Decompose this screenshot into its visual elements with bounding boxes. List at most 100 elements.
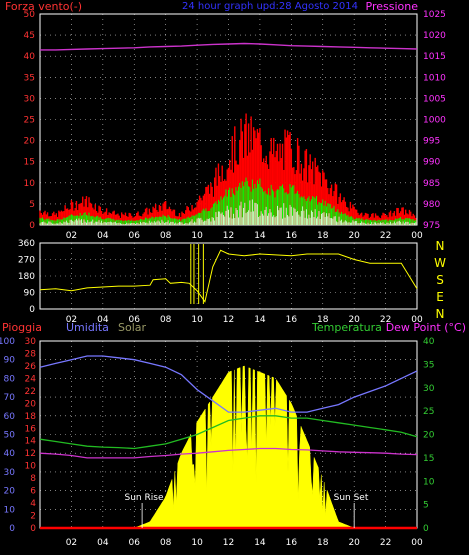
y-tick-label-left: 5 — [29, 200, 35, 210]
x-tick-label: 08 — [160, 231, 172, 241]
y-tick-label-dew: 35 — [423, 360, 434, 370]
y-tick-label-direction: 0 — [29, 305, 35, 315]
x-tick-label: 04 — [97, 315, 109, 325]
x-tick-label: 10 — [191, 538, 203, 548]
humidity-temperature-panel: 0102030405060708090100024681012141618202… — [0, 337, 435, 548]
sunrise-label: Sun Rise — [125, 493, 164, 503]
pressure-axis-label: Pressione — [366, 0, 419, 13]
y-tick-label-right: 1005 — [423, 94, 446, 104]
x-tick-label: 12 — [223, 538, 234, 548]
y-tick-label-left: 45 — [24, 31, 35, 41]
y-tick-label-temp: 2 — [30, 512, 36, 522]
y-tick-label-dew: 5 — [423, 501, 429, 511]
y-tick-label-dew: 0 — [423, 524, 429, 534]
y-tick-label-temp: 28 — [25, 349, 37, 359]
legend-umidita: Umidita — [66, 321, 109, 334]
temperature-line — [39, 415, 418, 450]
y-tick-label-temp: 20 — [25, 399, 37, 409]
y-tick-label-humidity: 30 — [4, 468, 16, 478]
chart-title: 24 hour graph upd:28 Agosto 2014 — [182, 1, 358, 12]
y-tick-label-humidity: 80 — [4, 374, 16, 384]
legend-pioggia: Pioggia — [2, 321, 42, 334]
x-tick-label: 00 — [411, 538, 423, 548]
direction-label-s: S — [436, 273, 444, 287]
y-tick-label-direction: 360 — [18, 239, 35, 249]
y-tick-label-left: 15 — [24, 158, 35, 168]
y-tick-label-humidity: 10 — [4, 505, 16, 515]
y-tick-label-temp: 22 — [25, 387, 36, 397]
y-tick-label-dew: 20 — [423, 431, 435, 441]
x-tick-label: 14 — [254, 538, 266, 548]
y-tick-label-right: 975 — [423, 221, 440, 231]
y-tick-label-direction: 270 — [18, 256, 35, 266]
y-tick-label-humidity: 40 — [4, 449, 16, 459]
y-tick-label-right: 990 — [423, 158, 440, 168]
x-tick-label: 16 — [286, 538, 298, 548]
y-tick-label-dew: 25 — [423, 407, 434, 417]
y-tick-label-temp: 12 — [25, 449, 36, 459]
y-tick-label-temp: 26 — [25, 362, 37, 372]
x-tick-label: 12 — [223, 315, 234, 325]
y-tick-label-temp: 8 — [30, 474, 36, 484]
y-tick-label-left: 20 — [24, 137, 36, 147]
x-tick-label: 20 — [348, 538, 360, 548]
x-tick-label: 22 — [380, 231, 391, 241]
y-tick-label-temp: 0 — [30, 524, 36, 534]
x-tick-label: 14 — [254, 231, 266, 241]
y-tick-label-temp: 16 — [25, 424, 37, 434]
legend-temperatura: Temperatura — [311, 321, 382, 334]
legend-solar: Solar — [118, 321, 147, 334]
humidity-line — [39, 355, 418, 413]
y-tick-label-humidity: 70 — [4, 393, 16, 403]
wind-axis-label: Forza vento(-) — [5, 0, 82, 13]
x-tick-label: 22 — [380, 538, 391, 548]
x-tick-label: 22 — [380, 315, 391, 325]
y-tick-label-left: 25 — [24, 116, 35, 126]
sunset-label: Sun Set — [334, 493, 369, 503]
legend-dewpoint: Dew Point (°C) — [386, 321, 466, 334]
y-tick-label-dew: 15 — [423, 454, 434, 464]
y-tick-label-direction: 180 — [18, 272, 35, 282]
y-tick-label-right: 1000 — [423, 116, 446, 126]
y-tick-label-left: 0 — [29, 221, 35, 231]
y-tick-label-right: 1020 — [423, 31, 446, 41]
y-tick-label-humidity: 0 — [9, 524, 15, 534]
y-tick-label-dew: 40 — [423, 337, 435, 347]
y-tick-label-right: 980 — [423, 200, 440, 210]
y-tick-label-right: 985 — [423, 179, 440, 189]
x-tick-label: 04 — [97, 538, 109, 548]
x-tick-label: 16 — [286, 315, 298, 325]
y-tick-label-humidity: 20 — [4, 487, 16, 497]
dewpoint-line — [39, 447, 418, 459]
y-tick-label-right: 995 — [423, 137, 440, 147]
y-tick-label-direction: 90 — [24, 289, 36, 299]
y-tick-label-temp: 30 — [25, 337, 37, 347]
x-tick-label: 14 — [254, 315, 266, 325]
wind-direction-panel: 0 90 180 270 360 02 04 06 08 10 12 14 16 18 20 22 00 — [18, 239, 423, 325]
y-tick-label-temp: 18 — [25, 412, 37, 422]
y-tick-label-right: 1010 — [423, 73, 446, 83]
x-tick-label: 06 — [129, 231, 141, 241]
x-tick-label: 04 — [97, 231, 109, 241]
x-tick-label: 16 — [286, 231, 298, 241]
x-tick-label: 20 — [348, 315, 360, 325]
y-tick-label-dew: 10 — [423, 477, 435, 487]
direction-label-n: N — [436, 239, 445, 253]
direction-label-e: E — [436, 290, 444, 304]
y-tick-label-left: 50 — [24, 10, 36, 20]
x-tick-label: 08 — [160, 538, 172, 548]
y-tick-label-dew: 30 — [423, 384, 435, 394]
wind-direction-line — [39, 249, 418, 303]
y-tick-label-left: 30 — [24, 94, 36, 104]
x-tick-label: 06 — [129, 315, 141, 325]
x-tick-label: 06 — [129, 538, 141, 548]
y-tick-label-temp: 14 — [25, 437, 37, 447]
wind-pressure-panel: 0510152025303540455097598098599099510001… — [24, 10, 447, 241]
y-tick-label-humidity: 90 — [4, 356, 16, 366]
pressure-line — [40, 42, 418, 51]
x-tick-label: 00 — [411, 315, 423, 325]
direction-label-w: W — [434, 256, 446, 270]
y-tick-label-temp: 10 — [25, 462, 37, 472]
y-tick-label-humidity: 100 — [0, 337, 15, 347]
